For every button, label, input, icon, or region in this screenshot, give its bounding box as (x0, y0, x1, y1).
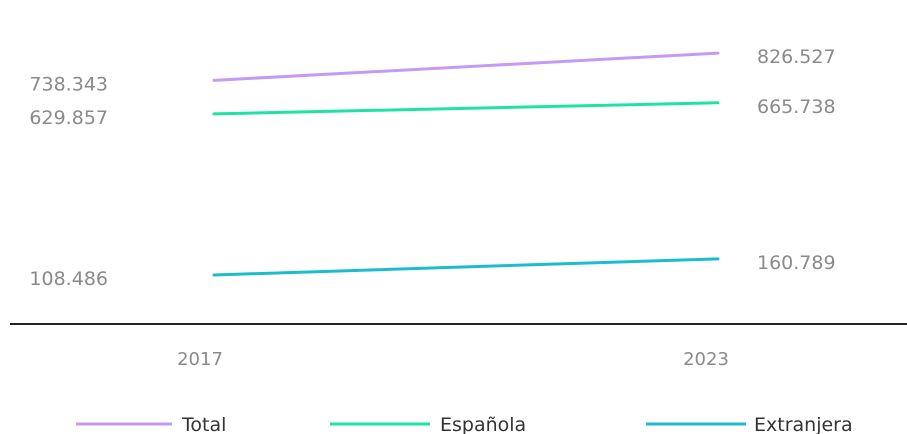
legend-label-espa-ola: Española (440, 414, 526, 434)
series-line-total (212, 51, 720, 82)
legend-item-total: Total (76, 414, 226, 434)
data-label-espa-ola-start: 629.857 (29, 107, 108, 129)
data-label-total-start: 738.343 (29, 73, 108, 95)
series-line-espa-ola (212, 101, 720, 116)
legend: Total Española Extranjera (76, 414, 853, 434)
data-labels: 738.343 826.527 629.857 665.738 108.486 160.7… (29, 46, 835, 290)
data-label-extranjera-end: 160.789 (757, 252, 836, 274)
legend-item-espa-ola: Española (330, 414, 526, 434)
series-line-extranjera (212, 257, 720, 277)
data-label-espa-ola-end: 665.738 (757, 96, 836, 118)
legend-label-total: Total (181, 414, 226, 434)
legend-item-extranjera: Extranjera (646, 414, 853, 434)
legend-label-extranjera: Extranjera (754, 414, 853, 434)
x-tick-label-2023: 2023 (683, 349, 729, 370)
data-label-extranjera-start: 108.486 (29, 268, 108, 290)
series-layer (212, 51, 720, 277)
x-tick-label-2017: 2017 (177, 349, 223, 370)
data-label-total-end: 826.527 (757, 46, 836, 68)
x-axis-ticks: 2017 2023 (177, 349, 729, 370)
